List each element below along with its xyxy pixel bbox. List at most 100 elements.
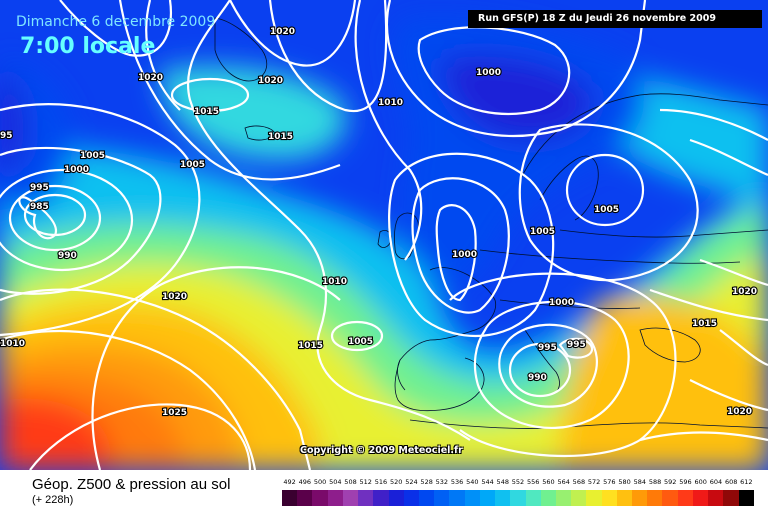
color-scale-cell (555, 490, 572, 506)
color-scale-label: 592 (664, 478, 677, 486)
color-scale-cell (327, 490, 343, 506)
isobar-label: 1020 (162, 292, 187, 302)
forecast-time: 7:00 locale (20, 34, 156, 59)
color-scale-label: 492 (283, 478, 296, 486)
color-scale-label: 580 (618, 478, 631, 486)
color-scale-label: 540 (466, 478, 479, 486)
isobar-label: 1015 (692, 319, 717, 329)
isobar-label: 1005 (180, 160, 205, 170)
isobars (0, 0, 768, 470)
isobar-label: 1015 (194, 107, 219, 117)
weather-map: 1020 1020 1020 1000 1010 1015 1015 1005 … (0, 0, 768, 470)
legend-title: Géop. Z500 & pression au sol (32, 476, 231, 493)
isobar-label: 990 (58, 251, 77, 261)
isobar-label: 1005 (348, 337, 373, 347)
color-scale-cell (525, 490, 541, 506)
color-scale-label: 552 (511, 478, 525, 486)
color-scale-label: 544 (481, 478, 494, 486)
color-scale-cell (342, 490, 359, 506)
color-scale-label: 516 (374, 478, 388, 486)
color-scale-label: 612 (740, 478, 753, 486)
color-scale-cell (540, 490, 556, 506)
isobar-label: 985 (30, 202, 49, 212)
color-scale-label: 556 (527, 478, 540, 486)
color-scale-cell (616, 490, 633, 506)
color-scale-label: 584 (633, 478, 647, 486)
copyright-notice: Copyright © 2009 Meteociel.fr (300, 445, 463, 456)
isobar-label: 1000 (452, 250, 477, 260)
color-scale-label: 564 (557, 478, 570, 486)
color-scale-label: 504 (329, 478, 342, 486)
forecast-lead-time: (+ 228h) (32, 494, 74, 506)
isobar-labels: 1020 1020 1020 1000 1010 1015 1015 1005 … (0, 26, 758, 419)
isobar-label: 95 (0, 131, 13, 141)
color-scale-label: 568 (572, 478, 586, 486)
color-scale-label: 588 (648, 478, 662, 486)
color-scale-cell (464, 490, 480, 506)
color-scale-cell (571, 490, 587, 506)
isobar-label: 995 (30, 183, 49, 193)
color-scale-cell (677, 490, 693, 506)
isobar-label: 1005 (530, 227, 555, 237)
model-run-label: Run GFS(P) 18 Z du Jeudi 26 novembre 200… (468, 10, 762, 28)
isobar-label: 1020 (138, 73, 163, 83)
color-scale-cell (723, 490, 739, 506)
color-scale-label: 524 (405, 478, 418, 486)
color-scale-cell (312, 490, 328, 506)
color-scale-cell (449, 490, 465, 506)
isobar-label: 1025 (162, 408, 187, 418)
color-scale-label: 600 (694, 478, 707, 486)
isobar-label: 1020 (258, 76, 283, 86)
color-scale-label: 536 (450, 478, 464, 486)
color-scale-label: 576 (603, 478, 616, 486)
color-scale-label: 608 (724, 478, 738, 486)
color-scale-bar (282, 490, 754, 506)
color-scale-cell (632, 490, 648, 506)
isobar-label: 1020 (732, 287, 757, 297)
color-scale-cell (692, 490, 709, 506)
isobar-label: 1005 (594, 205, 619, 215)
isobar-label: 995 (538, 343, 557, 353)
color-scale-cell (708, 490, 724, 506)
isobar-label: 990 (528, 373, 547, 383)
color-scale-label: 548 (496, 478, 509, 486)
isobar-label: 1010 (0, 339, 25, 349)
color-scale-cell (388, 490, 404, 506)
isobar-label: 1015 (298, 341, 323, 351)
legend-footer: Géop. Z500 & pression au sol (+ 228h) 49… (0, 470, 768, 512)
color-scale-cell (647, 490, 663, 506)
isobar-label: 1020 (270, 27, 295, 37)
color-scale-label: 508 (344, 478, 357, 486)
color-scale-label: 520 (389, 478, 403, 486)
color-scale-cell (495, 490, 511, 506)
color-scale-label: 532 (435, 478, 449, 486)
color-scale-cell (479, 490, 496, 506)
color-scale-cell (282, 490, 298, 506)
color-scale-label: 560 (542, 478, 555, 486)
color-scale-cell (373, 490, 389, 506)
color-scale-cell (434, 490, 450, 506)
color-scale-cell (358, 490, 374, 506)
isobar-label: 1005 (80, 151, 105, 161)
color-scale-cell (297, 490, 313, 506)
color-scale-label: 572 (587, 478, 601, 486)
isobar-label: 1000 (549, 298, 574, 308)
color-scale-label: 596 (679, 478, 692, 486)
color-scale-label: 528 (420, 478, 433, 486)
isobar-label: 995 (567, 340, 586, 350)
color-scale-label: 512 (359, 478, 372, 486)
color-scale-cell (662, 490, 678, 506)
color-scale-cell (403, 490, 419, 506)
isobar-label: 1010 (378, 98, 403, 108)
color-scale-cell (586, 490, 602, 506)
color-scale-label: 500 (313, 478, 327, 486)
color-scale-cell (510, 490, 526, 506)
isobar-label: 1000 (64, 165, 89, 175)
color-scale-label: 496 (298, 478, 312, 486)
color-scale-cell (418, 490, 435, 506)
isobar-label: 1020 (727, 407, 752, 417)
color-scale-cell (601, 490, 617, 506)
color-scale-cell (738, 490, 754, 506)
isobar-label: 1000 (476, 68, 501, 78)
map-canvas: 1020 1020 1020 1000 1010 1015 1015 1005 … (0, 0, 768, 470)
